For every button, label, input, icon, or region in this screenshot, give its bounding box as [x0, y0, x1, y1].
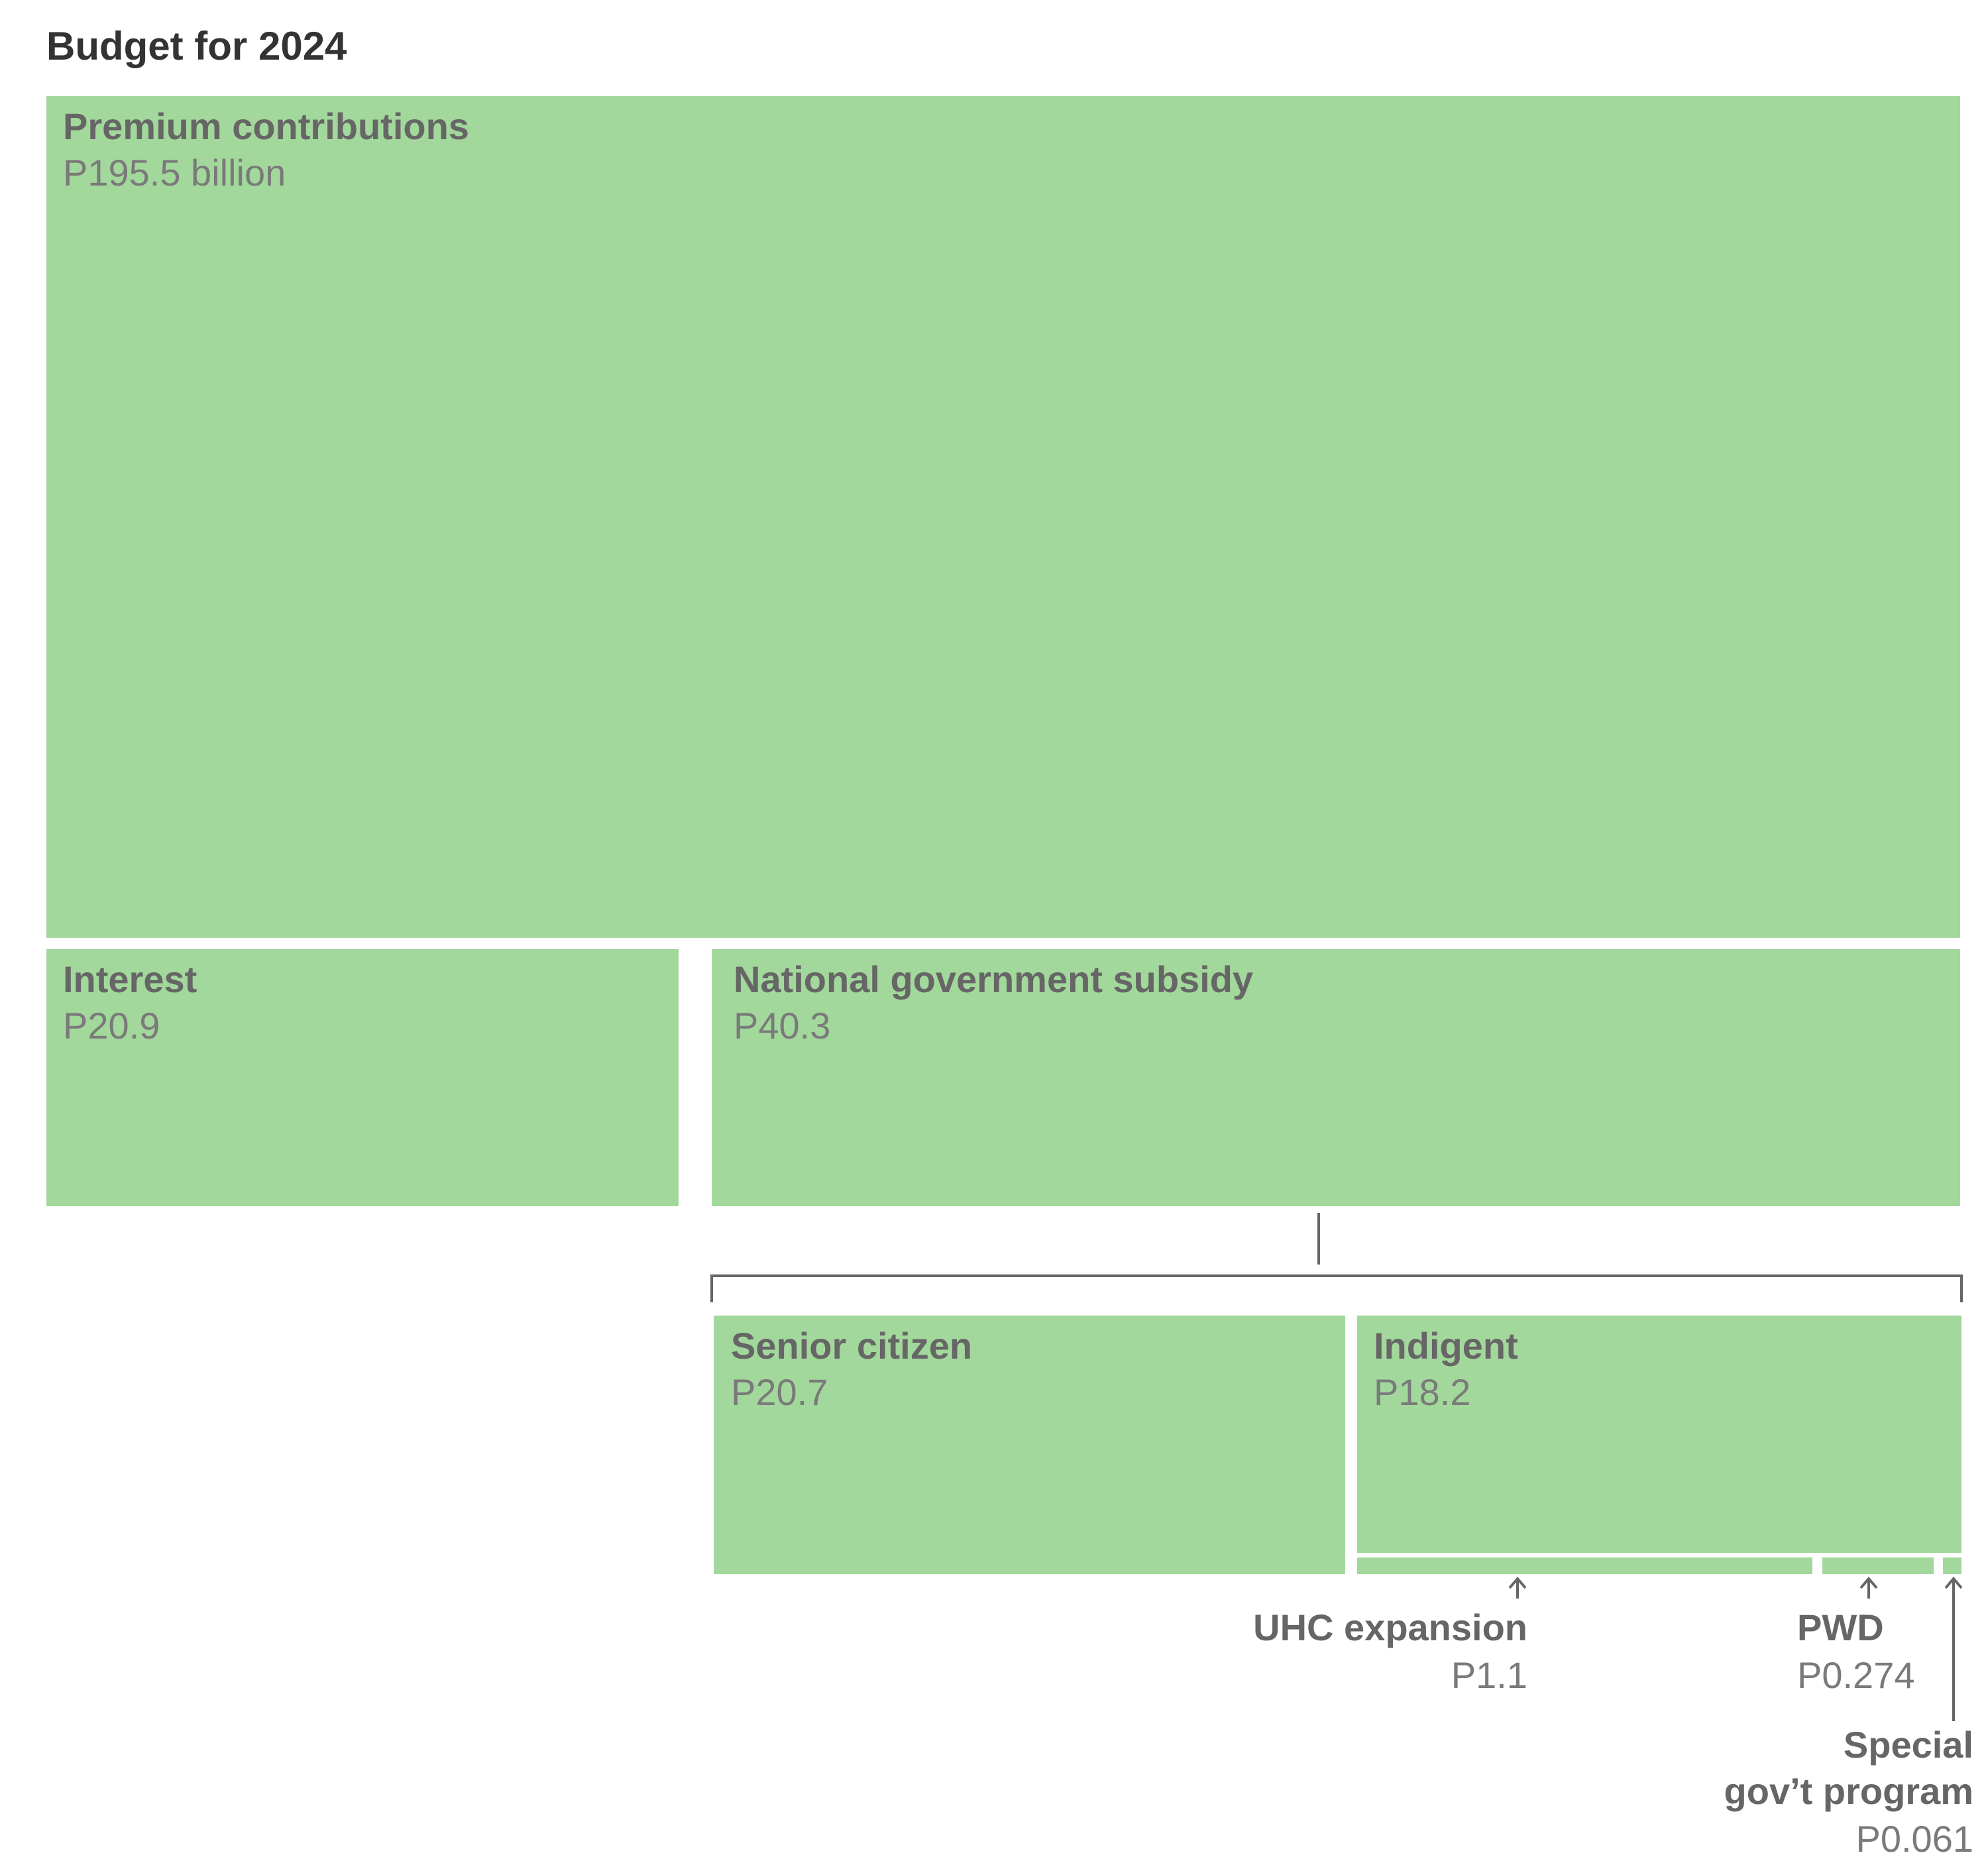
box-national-government-subsidy: [712, 949, 1960, 1206]
value-uhc-expansion: P1.1: [1451, 1654, 1527, 1696]
arrow-uhc-expansion: [1508, 1576, 1527, 1599]
value-pwd: P0.274: [1797, 1654, 1915, 1696]
box-premium-contributions: [46, 96, 1960, 938]
value-premium-contributions: P195.5 billion: [63, 152, 286, 194]
arrow-special-govt-program: [1944, 1576, 1963, 1721]
label-special-govt-program-line1: Special: [1844, 1724, 1973, 1766]
box-uhc-expansion: [1357, 1557, 1812, 1574]
label-pwd: PWD: [1797, 1607, 1884, 1648]
value-senior-citizen: P20.7: [731, 1371, 828, 1413]
value-special-govt-program: P0.061: [1856, 1818, 1974, 1860]
box-indigent: [1357, 1316, 1961, 1553]
subsidy-bracket: [710, 1213, 1963, 1302]
label-indigent: Indigent: [1374, 1325, 1518, 1367]
label-premium-contributions: Premium contributions: [63, 105, 469, 147]
box-special-govt-program: [1943, 1557, 1961, 1574]
label-senior-citizen: Senior citizen: [731, 1325, 972, 1367]
label-national-government-subsidy: National government subsidy: [734, 958, 1253, 1000]
value-indigent: P18.2: [1374, 1371, 1470, 1413]
box-senior-citizen: [714, 1316, 1345, 1574]
value-national-government-subsidy: P40.3: [734, 1005, 830, 1046]
value-interest: P20.9: [63, 1005, 160, 1046]
chart-title: Budget for 2024: [46, 24, 347, 68]
label-interest: Interest: [63, 958, 197, 1000]
box-interest: [46, 949, 679, 1206]
arrow-pwd: [1859, 1576, 1878, 1599]
label-uhc-expansion: UHC expansion: [1253, 1607, 1527, 1648]
label-special-govt-program-line2: gov’t program: [1724, 1770, 1973, 1812]
box-pwd: [1822, 1557, 1934, 1574]
